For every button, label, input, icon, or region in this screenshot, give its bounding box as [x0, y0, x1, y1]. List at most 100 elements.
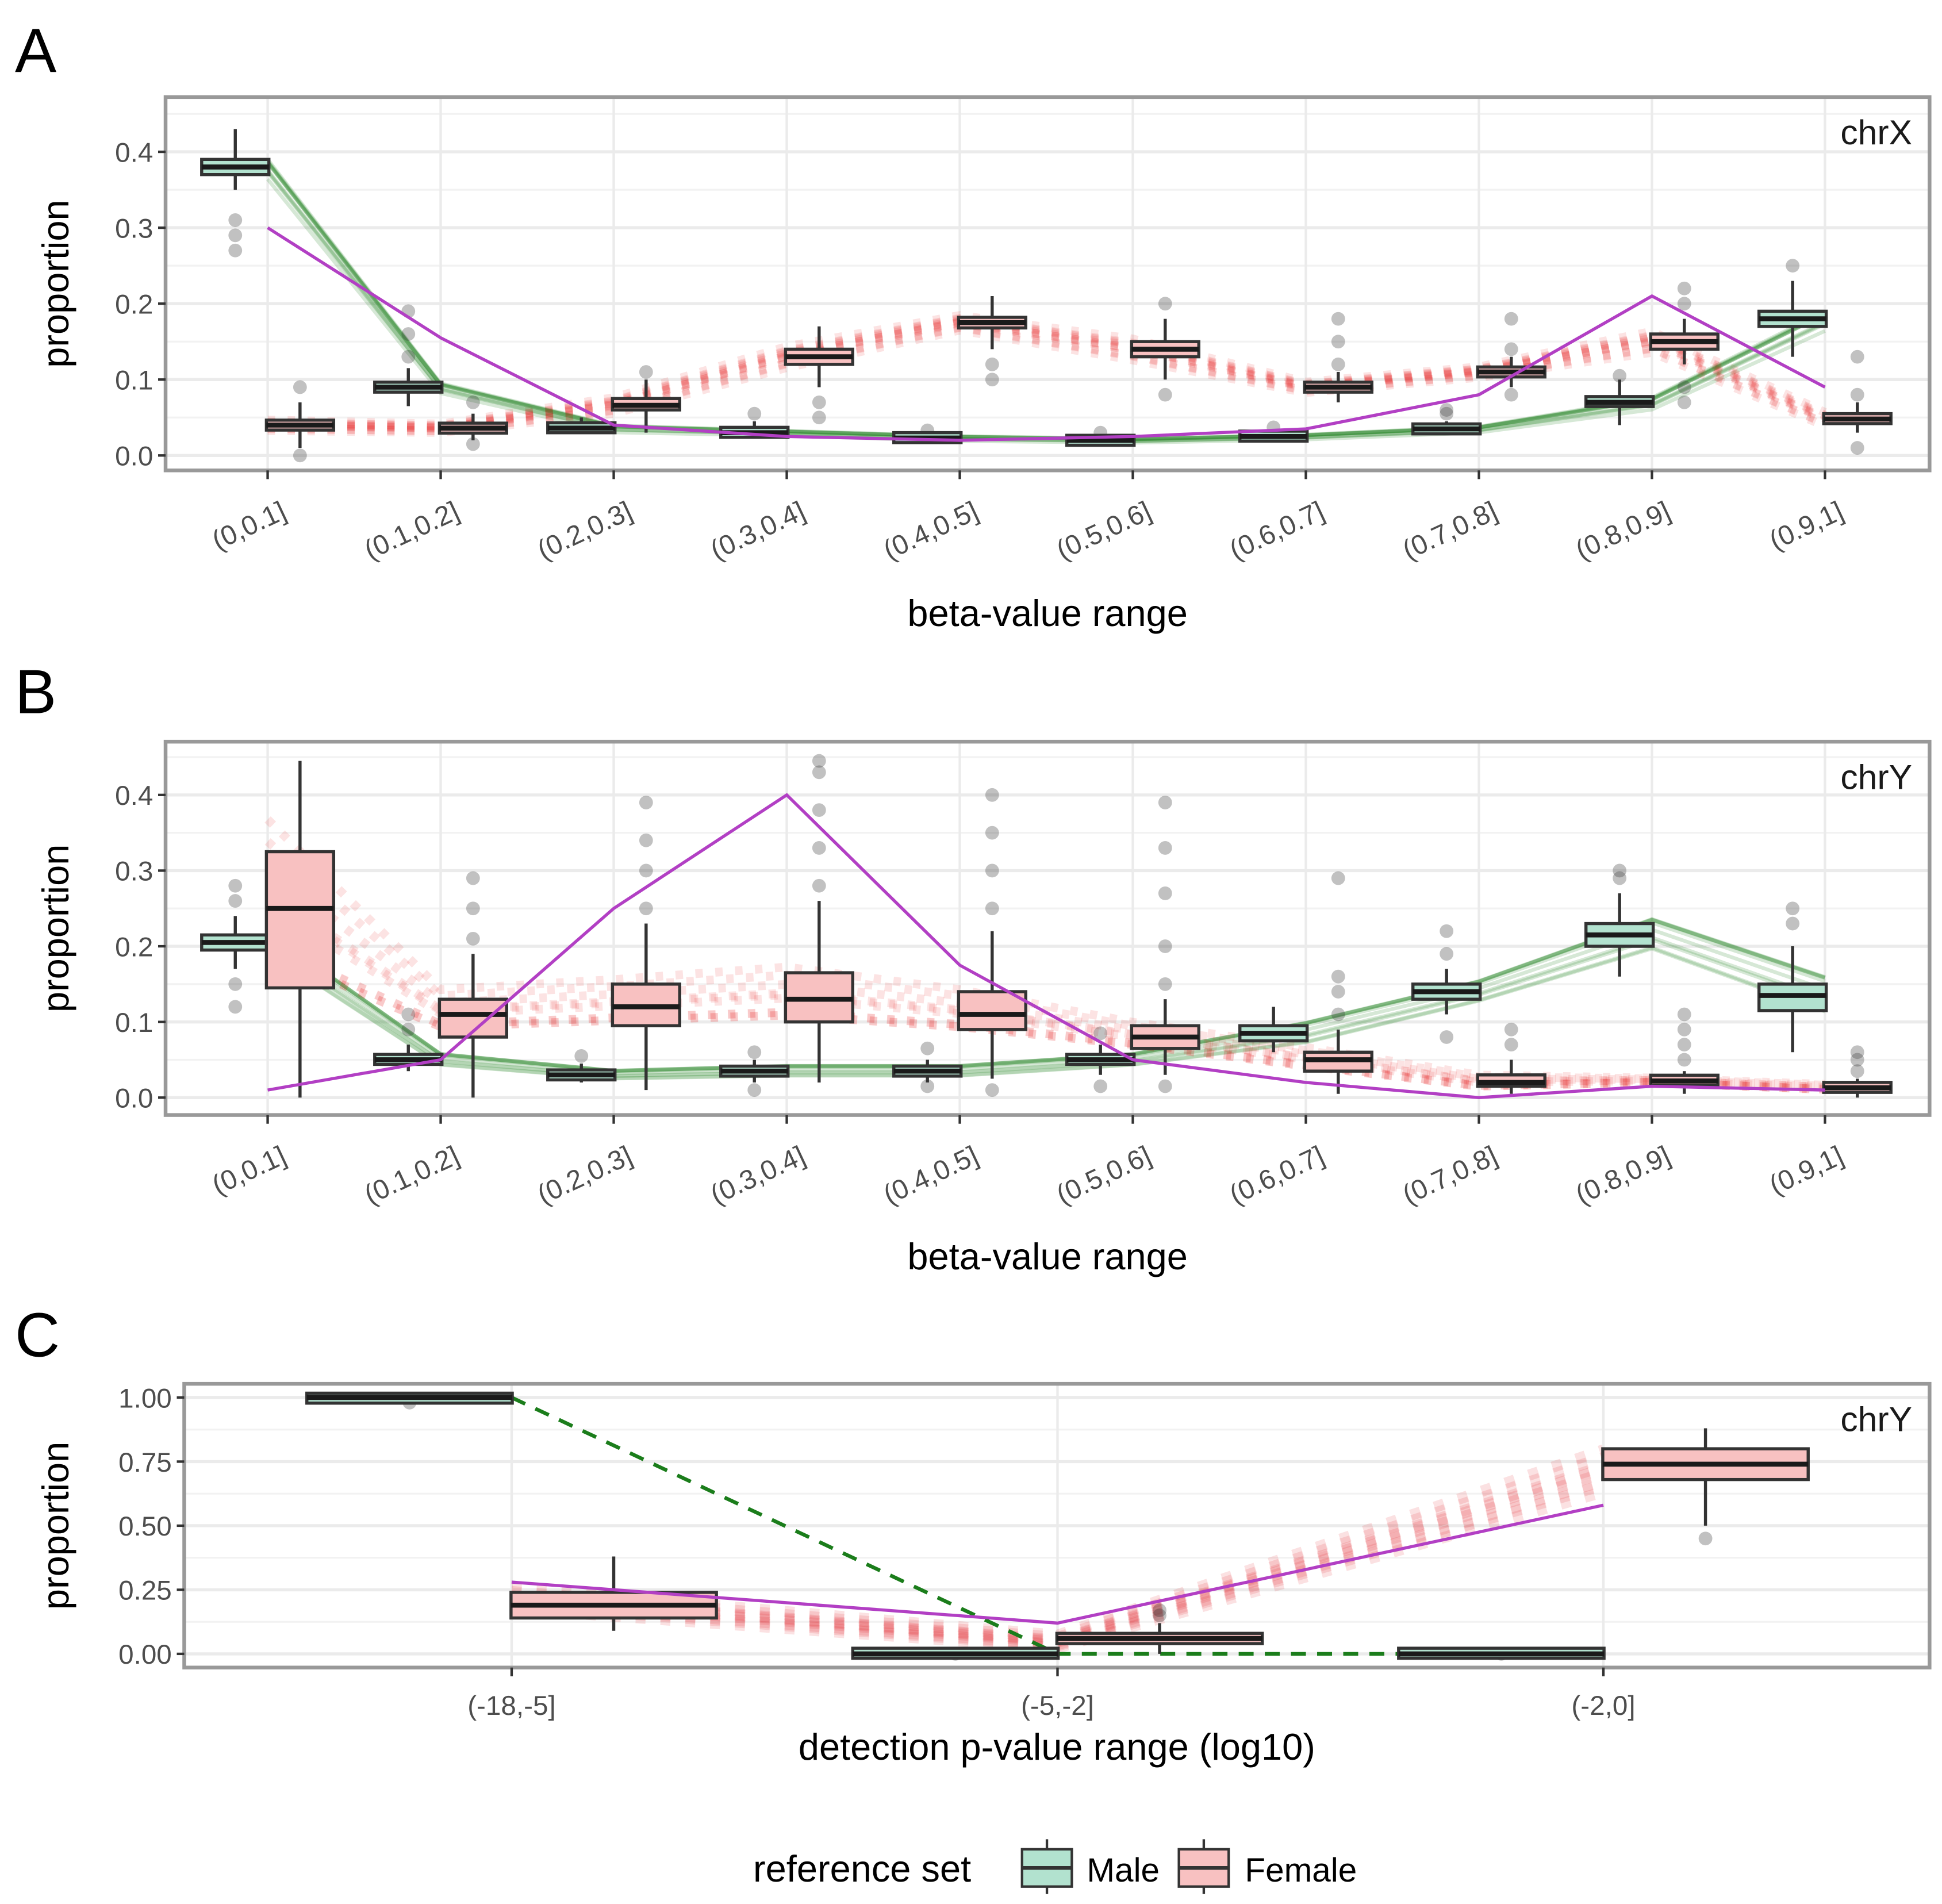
male-box — [1584, 368, 1655, 425]
y-tick-label: 0.75 — [118, 1448, 172, 1478]
male-box — [1757, 259, 1828, 357]
box — [957, 990, 1027, 1031]
x-tick-label: (0.2,0.3] — [533, 496, 637, 566]
y-tick-label: 0.50 — [118, 1511, 172, 1542]
outlier-point — [639, 901, 653, 916]
female-trajectory-line — [267, 325, 1827, 437]
outlier-point — [812, 841, 826, 855]
x-tick-label: (0.2,0.3] — [533, 1141, 637, 1211]
outlier-point — [1677, 1007, 1691, 1022]
male-trajectory-line — [266, 927, 1826, 1076]
sample-line — [511, 1503, 1604, 1625]
outlier-point — [1786, 916, 1800, 931]
outlier-point — [1504, 387, 1518, 402]
female-box — [611, 796, 682, 1091]
outlier-point — [639, 796, 653, 809]
outlier-point — [1698, 1531, 1713, 1546]
outlier-point — [1153, 1603, 1166, 1617]
female-box — [1130, 796, 1200, 1093]
legend-key-female — [1177, 1839, 1230, 1894]
male-box — [1757, 901, 1828, 1053]
outlier-point — [1504, 312, 1518, 326]
x-tick-label: (0.7,0.8] — [1398, 1141, 1502, 1211]
outlier-point — [985, 1083, 999, 1097]
male-trajectory-line — [266, 918, 1826, 1073]
outlier-point — [228, 228, 243, 243]
x-axis-title: beta-value range — [907, 1235, 1187, 1277]
female-trajectory-line — [266, 940, 1825, 1094]
female-box — [1130, 297, 1200, 402]
male-box — [892, 1041, 963, 1093]
male-box — [851, 1646, 1060, 1661]
outlier-point — [1440, 924, 1454, 938]
male-box — [1238, 1007, 1309, 1053]
outlier-point — [1677, 380, 1691, 394]
outlier-point — [228, 894, 243, 908]
female-box — [1303, 871, 1373, 1094]
outlier-point — [1158, 977, 1172, 991]
male-trajectory-line — [266, 170, 1826, 443]
female-trajectory-line — [267, 317, 1827, 432]
outlier-point — [1677, 1038, 1691, 1052]
outlier-point — [812, 395, 826, 409]
outlier-point — [747, 1083, 762, 1097]
female-trajectory-line — [267, 323, 1827, 436]
female-box — [611, 365, 682, 433]
panel-label-b: B — [15, 657, 56, 726]
outlier-point — [1504, 1022, 1518, 1037]
male-box — [1584, 863, 1655, 977]
y-tick-label: 0.3 — [115, 857, 153, 887]
facet-label: chrX — [1840, 113, 1912, 152]
outlier-point — [920, 1079, 935, 1093]
female-trajectory-line — [267, 323, 1827, 435]
y-tick-label: 0.2 — [115, 290, 153, 320]
female-box — [1822, 1045, 1893, 1098]
female-trajectory-line — [267, 314, 1827, 431]
x-axis-title: detection p-value range (log10) — [799, 1726, 1315, 1768]
outlier-point — [1331, 969, 1345, 984]
male-box — [546, 1049, 617, 1082]
outlier-point — [228, 1000, 243, 1014]
outlier-point — [401, 1007, 416, 1022]
female-trajectory-line — [267, 318, 1827, 433]
outlier-point — [1158, 387, 1172, 402]
outlier-point — [920, 1041, 935, 1055]
x-tick-label: (0.9,1] — [1765, 496, 1848, 556]
male-box — [373, 304, 444, 406]
male-box — [305, 1391, 514, 1410]
y-axis-title: proportion — [34, 844, 76, 1012]
outlier-point — [1850, 350, 1864, 364]
outlier-point — [1440, 406, 1454, 421]
outlier-point — [747, 1045, 762, 1060]
x-axis-title: beta-value range — [907, 592, 1187, 634]
outlier-point — [401, 350, 416, 364]
outlier-point — [293, 448, 307, 463]
male-trajectory-line — [266, 917, 1826, 1073]
outlier-point — [1331, 357, 1345, 371]
outlier-point — [574, 1049, 589, 1063]
outlier-point — [985, 788, 999, 802]
outlier-point — [293, 380, 307, 394]
outlier-point — [1440, 403, 1454, 417]
x-tick-label: (0.7,0.8] — [1398, 496, 1502, 566]
x-tick-label: (0.9,1] — [1765, 1141, 1848, 1201]
outlier-point — [812, 410, 826, 425]
outlier-point — [401, 327, 416, 341]
female-trajectory-line — [267, 314, 1827, 431]
male-box — [1397, 1646, 1606, 1661]
outlier-point — [1677, 281, 1691, 295]
panel-b: chrY 0.0 0.1 0.2 0.3 0.4 (0,0.1] (0.1,0.2] (0.2,… — [34, 739, 1932, 1277]
plot-border — [163, 739, 1932, 1117]
male-trajectory-line — [266, 935, 1826, 1078]
female-box — [1303, 312, 1373, 402]
x-tick-label: (0.4,0.5] — [879, 1141, 983, 1211]
female-trajectory-line — [265, 892, 1825, 1092]
x-tick-label: (0.4,0.5] — [879, 496, 983, 566]
outlier-point — [1504, 1038, 1518, 1052]
outlier-point — [1153, 1609, 1166, 1622]
y-tick-label: 0.4 — [115, 781, 153, 811]
outlier-point — [228, 243, 243, 258]
outlier-point — [639, 365, 653, 379]
female-box — [957, 295, 1027, 387]
x-tick-label: (0.6,0.7] — [1225, 496, 1329, 566]
